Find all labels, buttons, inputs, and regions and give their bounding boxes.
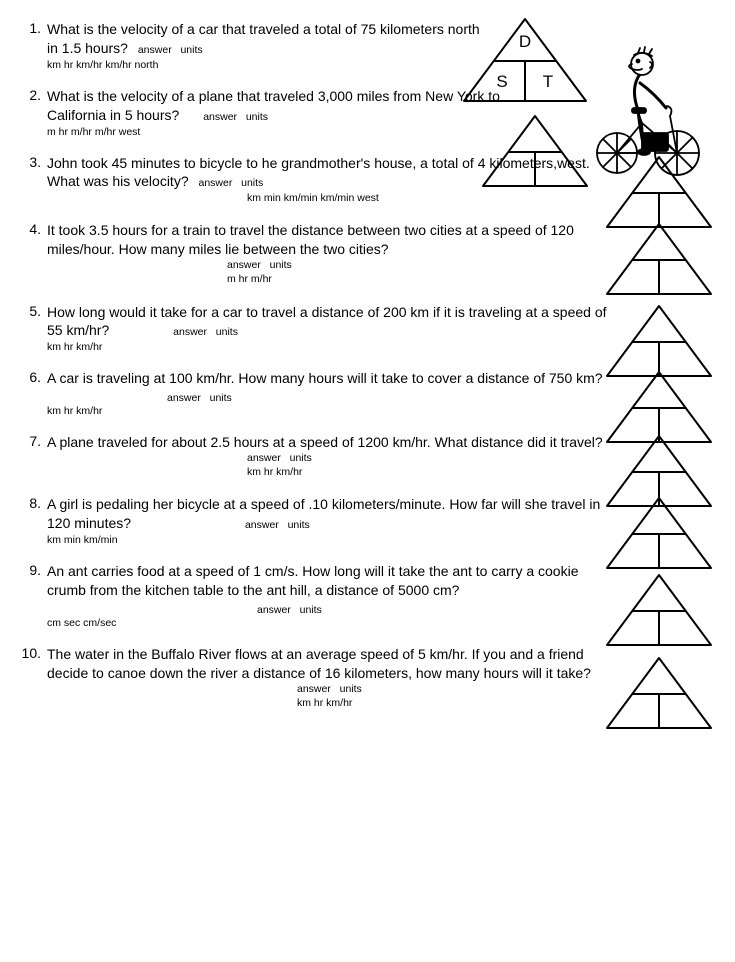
units-label: units <box>340 683 362 695</box>
question-text: It took 3.5 hours for a train to travel … <box>47 222 574 257</box>
units-label: units <box>216 326 238 338</box>
question-8: 8. A girl is pedaling her bicycle at a s… <box>15 495 720 546</box>
dst-triangle-icon <box>604 154 714 230</box>
dst-triangle-icon <box>604 572 714 648</box>
question-text: A plane traveled for about 2.5 hours at … <box>47 434 603 450</box>
dst-triangle-icon <box>604 495 714 571</box>
answer-label: answer <box>227 259 261 271</box>
units-label: units <box>290 452 312 464</box>
question-text: A girl is pedaling her bicycle at a spee… <box>47 496 600 531</box>
question-number: 5. <box>15 303 47 319</box>
dst-triangle-icon <box>604 221 714 297</box>
question-text: What is the velocity of a plane that tra… <box>47 88 500 123</box>
question-2: 2. What is the velocity of a plane that … <box>15 87 720 138</box>
question-7: 7. A plane traveled for about 2.5 hours … <box>15 433 720 479</box>
question-text: How long would it take for a car to trav… <box>47 304 607 339</box>
question-number: 8. <box>15 495 47 511</box>
units-label: units <box>210 392 232 404</box>
answer-units: km hr km/hr <box>297 697 610 710</box>
answer-units: km min km/min km/min west <box>247 192 610 205</box>
question-number: 10. <box>15 645 47 661</box>
question-9: 9. An ant carries food at a speed of 1 c… <box>15 562 720 629</box>
answer-units: km hr km/hr km/hr north <box>47 59 480 71</box>
units-label: units <box>300 604 322 616</box>
question-3: 3. John took 45 minutes to bicycle to he… <box>15 154 720 206</box>
question-text: An ant carries food at a speed of 1 cm/s… <box>47 563 579 598</box>
answer-label: answer <box>199 177 233 189</box>
answer-units: m hr m/hr <box>227 273 610 286</box>
triangle-d-label: D <box>519 32 531 51</box>
answer-label: answer <box>257 604 291 616</box>
question-text: John took 45 minutes to bicycle to he gr… <box>47 155 590 190</box>
question-number: 1. <box>15 20 47 36</box>
answer-units: cm sec cm/sec <box>47 617 610 629</box>
answer-label: answer <box>247 452 281 464</box>
question-5: 5. How long would it take for a car to t… <box>15 303 720 354</box>
question-6: 6. A car is traveling at 100 km/hr. How … <box>15 369 720 417</box>
question-text: The water in the Buffalo River flows at … <box>47 646 591 681</box>
units-label: units <box>270 259 292 271</box>
units-label: units <box>180 44 202 56</box>
units-label: units <box>246 111 268 123</box>
question-10: 10. The water in the Buffalo River flows… <box>15 645 720 710</box>
question-number: 2. <box>15 87 47 103</box>
question-text: A car is traveling at 100 km/hr. How man… <box>47 370 603 386</box>
dst-triangle-icon <box>604 655 714 731</box>
question-text: What is the velocity of a car that trave… <box>47 21 480 56</box>
question-number: 3. <box>15 154 47 170</box>
question-number: 4. <box>15 221 47 237</box>
question-number: 7. <box>15 433 47 449</box>
answer-label: answer <box>167 392 201 404</box>
answer-units: km hr km/hr <box>247 466 610 479</box>
units-label: units <box>288 519 310 531</box>
question-4: 4. It took 3.5 hours for a train to trav… <box>15 221 720 286</box>
question-number: 6. <box>15 369 47 385</box>
answer-label: answer <box>245 519 279 531</box>
units-label: units <box>241 177 263 189</box>
question-number: 9. <box>15 562 47 578</box>
answer-units: m hr m/hr m/hr west <box>47 126 520 138</box>
answer-label: answer <box>297 683 331 695</box>
question-1: 1. What is the velocity of a car that tr… <box>15 20 720 71</box>
answer-units: km hr km/hr <box>47 341 610 353</box>
dst-triangle-icon <box>604 303 714 379</box>
answer-units: km hr km/hr <box>47 405 610 417</box>
answer-label: answer <box>138 44 172 56</box>
answer-units: km min km/min <box>47 534 610 546</box>
answer-label: answer <box>173 326 207 338</box>
answer-label: answer <box>203 111 237 123</box>
